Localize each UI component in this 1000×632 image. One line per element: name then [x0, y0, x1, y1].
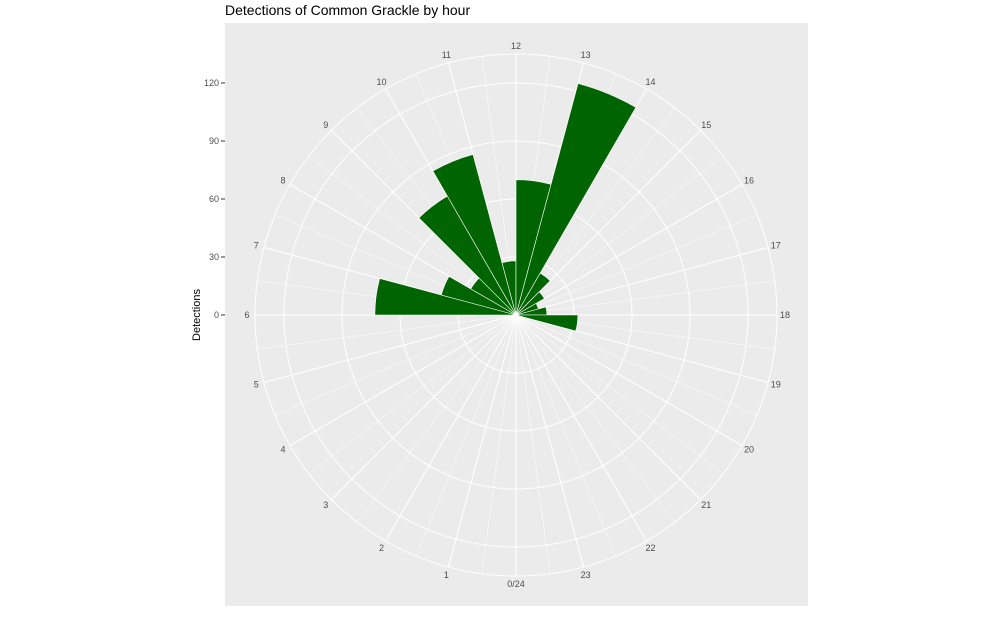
chart-title: Detections of Common Grackle by hour [225, 2, 470, 18]
hour-label-10: 10 [376, 77, 386, 87]
bar-hour-10 [432, 154, 517, 316]
grid-radial-minor [515, 155, 724, 316]
bar-hour-6 [374, 278, 517, 316]
grid-radial-major [515, 314, 585, 568]
grid-radial-minor [481, 314, 517, 574]
bar-hour-7 [440, 275, 517, 316]
hour-label-5: 5 [254, 380, 259, 390]
hour-label-17: 17 [771, 240, 781, 250]
hour-label-22: 22 [645, 543, 655, 553]
hour-label-0: 0/24 [507, 579, 525, 589]
y-tick-label-60: 60 [209, 194, 219, 204]
y-tick-label-120: 120 [204, 78, 219, 88]
hour-label-23: 23 [581, 570, 591, 580]
grid-radial-major [515, 314, 743, 446]
hour-label-11: 11 [442, 50, 451, 60]
hour-label-12: 12 [511, 41, 521, 51]
grid-radial-minor [415, 314, 517, 557]
grid-radial-minor [515, 280, 775, 316]
hour-label-2: 2 [379, 543, 384, 553]
grid-radial-minor [515, 314, 617, 557]
bar-hour-18 [515, 314, 579, 332]
bar-layer [374, 83, 637, 332]
grid-radial-minor [257, 314, 517, 350]
hour-label-14: 14 [645, 77, 655, 87]
y-axis-title: Detections [191, 289, 203, 341]
hour-label-7: 7 [254, 240, 259, 250]
grid-radial-major [385, 314, 517, 542]
grid-radial-minor [356, 314, 517, 523]
hour-label-9: 9 [323, 120, 328, 130]
grid-radial-major [515, 314, 647, 542]
hour-label-15: 15 [701, 120, 711, 130]
grid-radial-minor [274, 314, 517, 416]
grid-radial-major [515, 246, 769, 316]
grid-radial-major [263, 314, 517, 384]
grid-radial-major [515, 314, 701, 500]
hour-label-layer: 0/24123456789101112131415161718192021222… [244, 41, 790, 589]
bar-hour-15 [515, 291, 545, 316]
grid-radial-major [331, 314, 517, 500]
y-tick-label-30: 30 [209, 252, 219, 262]
hour-label-3: 3 [323, 500, 328, 510]
grid-radial-major [447, 314, 517, 568]
hour-label-1: 1 [444, 570, 449, 580]
hour-label-4: 4 [280, 445, 285, 455]
grid-radial-minor [515, 314, 724, 475]
hour-label-20: 20 [744, 445, 754, 455]
hour-label-16: 16 [744, 176, 754, 186]
y-tick-label-0: 0 [214, 310, 219, 320]
bar-hour-14 [515, 272, 551, 316]
y-tick-label-90: 90 [209, 136, 219, 146]
hour-label-21: 21 [701, 500, 711, 510]
y-axis-layer: 0 30 60 90 120 [204, 78, 225, 320]
bar-hour-13 [515, 83, 637, 316]
grid-radial-minor [515, 314, 758, 416]
hour-label-19: 19 [771, 380, 781, 390]
grid-radial-major [289, 314, 517, 446]
hour-label-13: 13 [581, 50, 591, 60]
hour-label-6: 6 [244, 310, 249, 320]
hour-label-18: 18 [780, 310, 790, 320]
grid-radial-minor [308, 314, 517, 475]
grid-radial-minor [515, 214, 758, 316]
grid-radial-minor [515, 314, 551, 574]
grid-radial-major [515, 184, 743, 316]
grid-radial-minor [515, 314, 676, 523]
hour-label-8: 8 [280, 176, 285, 186]
